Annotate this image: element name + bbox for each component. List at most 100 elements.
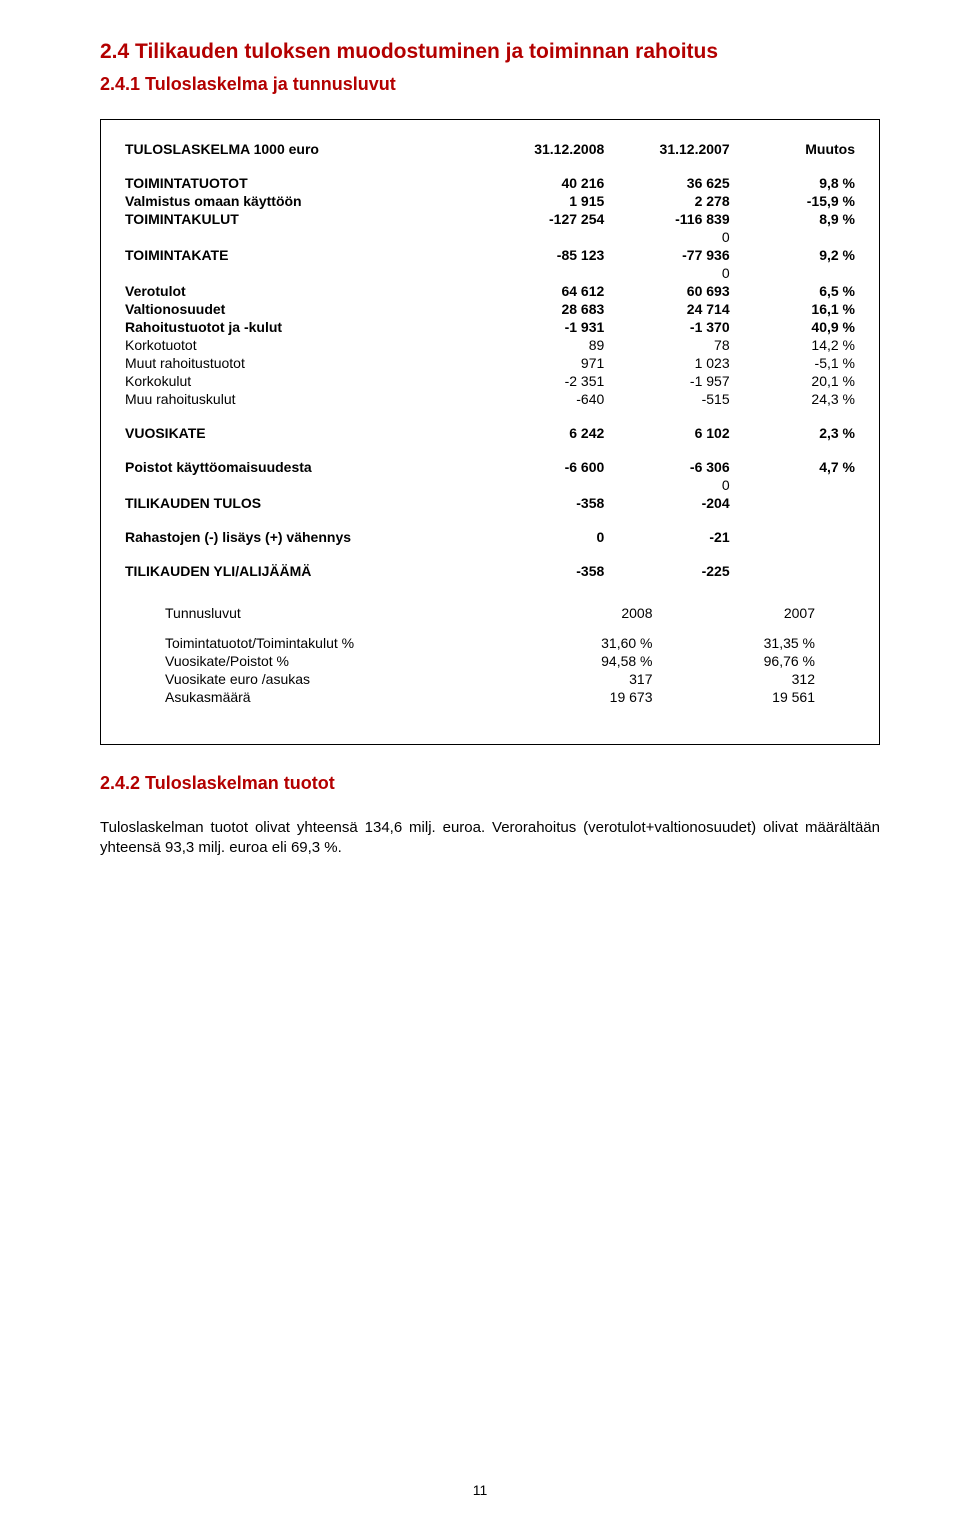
cell-value: 94,58 % — [490, 652, 653, 670]
cell-label: Vuosikate euro /asukas — [165, 670, 490, 688]
cell-value — [730, 228, 855, 246]
cell-label: TILIKAUDEN YLI/ALIJÄÄMÄ — [125, 562, 479, 580]
cell-label: TOIMINTATUOTOT — [125, 174, 479, 192]
cell-value: 31,35 % — [653, 634, 816, 652]
cell-value: 89 — [479, 336, 604, 354]
cell-value: -5,1 % — [730, 354, 855, 372]
cell-label: Korkokulut — [125, 372, 479, 390]
table-row: Rahoitustuotot ja -kulut-1 931-1 37040,9… — [125, 318, 855, 336]
cell-value: 28 683 — [479, 300, 604, 318]
cell-value: 2 278 — [604, 192, 729, 210]
table-row: 0 — [125, 264, 855, 282]
cell-label: Rahastojen (-) lisäys (+) vähennys — [125, 528, 479, 546]
cell-label: Poistot käyttöomaisuudesta — [125, 458, 479, 476]
header-title: TULOSLASKELMA 1000 euro — [125, 140, 479, 158]
cell-value: 60 693 — [604, 282, 729, 300]
table-row: Muut rahoitustuotot9711 023-5,1 % — [125, 354, 855, 372]
cell-value: 9,2 % — [730, 246, 855, 264]
table-row: TOIMINTAKATE-85 123-77 9369,2 % — [125, 246, 855, 264]
ratios-table: Tunnusluvut 2008 2007 Toimintatuotot/Toi… — [165, 604, 815, 706]
cell-label: VUOSIKATE — [125, 424, 479, 442]
table-row: Korkokulut-2 351-1 95720,1 % — [125, 372, 855, 390]
cell-value: -225 — [604, 562, 729, 580]
section-heading-2-4-1: 2.4.1 Tuloslaskelma ja tunnusluvut — [100, 74, 880, 95]
section-heading-2-4: 2.4 Tilikauden tuloksen muodostuminen ja… — [100, 40, 880, 64]
cell-value: -127 254 — [479, 210, 604, 228]
cell-label: Verotulot — [125, 282, 479, 300]
cell-value: -116 839 — [604, 210, 729, 228]
ratios-header-row: Tunnusluvut 2008 2007 — [165, 604, 815, 622]
cell-value: -6 600 — [479, 458, 604, 476]
cell-value: -2 351 — [479, 372, 604, 390]
cell-label: Vuosikate/Poistot % — [165, 652, 490, 670]
cell-value — [479, 264, 604, 282]
income-statement-box: TULOSLASKELMA 1000 euro 31.12.2008 31.12… — [100, 119, 880, 745]
header-col-3: Muutos — [730, 140, 855, 158]
cell-label: Korkotuotot — [125, 336, 479, 354]
table-row: TILIKAUDEN TULOS-358-204 — [125, 494, 855, 512]
cell-label — [125, 264, 479, 282]
table-row: Rahastojen (-) lisäys (+) vähennys0-21 — [125, 528, 855, 546]
cell-value: 1 023 — [604, 354, 729, 372]
cell-value — [730, 264, 855, 282]
cell-value: 24,3 % — [730, 390, 855, 408]
cell-value: 24 714 — [604, 300, 729, 318]
cell-value: 4,7 % — [730, 458, 855, 476]
cell-value: 40,9 % — [730, 318, 855, 336]
cell-value: 1 915 — [479, 192, 604, 210]
cell-value: -15,9 % — [730, 192, 855, 210]
table-row: Verotulot64 61260 6936,5 % — [125, 282, 855, 300]
section-heading-2-4-2: 2.4.2 Tuloslaskelman tuotot — [100, 773, 880, 794]
ratios-header-label: Tunnusluvut — [165, 604, 490, 622]
cell-label: TOIMINTAKATE — [125, 246, 479, 264]
cell-value: -77 936 — [604, 246, 729, 264]
ratios-header-c2: 2007 — [653, 604, 816, 622]
table-row: TOIMINTAKULUT-127 254-116 8398,9 % — [125, 210, 855, 228]
table-row: Valtionosuudet28 68324 71416,1 % — [125, 300, 855, 318]
cell-value: 64 612 — [479, 282, 604, 300]
page-number: 11 — [0, 1482, 960, 1498]
table-row: TILIKAUDEN YLI/ALIJÄÄMÄ-358-225 — [125, 562, 855, 580]
table-row: Toimintatuotot/Toimintakulut %31,60 %31,… — [165, 634, 815, 652]
cell-value: 0 — [479, 528, 604, 546]
cell-value: 317 — [490, 670, 653, 688]
cell-value: 31,60 % — [490, 634, 653, 652]
cell-label: Valmistus omaan käyttöön — [125, 192, 479, 210]
cell-value: 36 625 — [604, 174, 729, 192]
cell-value: 20,1 % — [730, 372, 855, 390]
cell-value: 971 — [479, 354, 604, 372]
cell-value: -640 — [479, 390, 604, 408]
cell-value — [730, 476, 855, 494]
cell-value: -204 — [604, 494, 729, 512]
cell-value — [479, 476, 604, 494]
cell-label: Muu rahoituskulut — [125, 390, 479, 408]
cell-value: -1 931 — [479, 318, 604, 336]
cell-value: 19 561 — [653, 688, 816, 706]
cell-value: -1 957 — [604, 372, 729, 390]
body-paragraph: Tuloslaskelman tuotot olivat yhteensä 13… — [100, 818, 880, 859]
table-row: Asukasmäärä19 67319 561 — [165, 688, 815, 706]
cell-value — [479, 228, 604, 246]
cell-value: 78 — [604, 336, 729, 354]
cell-value: 96,76 % — [653, 652, 816, 670]
cell-value: 0 — [604, 228, 729, 246]
cell-value: -515 — [604, 390, 729, 408]
table-row: TOIMINTATUOTOT40 21636 6259,8 % — [125, 174, 855, 192]
cell-label: TILIKAUDEN TULOS — [125, 494, 479, 512]
cell-label — [125, 228, 479, 246]
cell-value: -6 306 — [604, 458, 729, 476]
income-statement-table: TULOSLASKELMA 1000 euro 31.12.2008 31.12… — [125, 140, 855, 596]
cell-value: 16,1 % — [730, 300, 855, 318]
cell-value: 14,2 % — [730, 336, 855, 354]
cell-value: 40 216 — [479, 174, 604, 192]
cell-value: 6 242 — [479, 424, 604, 442]
cell-value — [730, 494, 855, 512]
cell-label: Muut rahoitustuotot — [125, 354, 479, 372]
cell-label: Valtionosuudet — [125, 300, 479, 318]
cell-value — [730, 528, 855, 546]
table-row: Valmistus omaan käyttöön1 9152 278-15,9 … — [125, 192, 855, 210]
cell-value: -358 — [479, 494, 604, 512]
cell-label: Rahoitustuotot ja -kulut — [125, 318, 479, 336]
table-row: Vuosikate/Poistot %94,58 %96,76 % — [165, 652, 815, 670]
table-row: Muu rahoituskulut-640-51524,3 % — [125, 390, 855, 408]
